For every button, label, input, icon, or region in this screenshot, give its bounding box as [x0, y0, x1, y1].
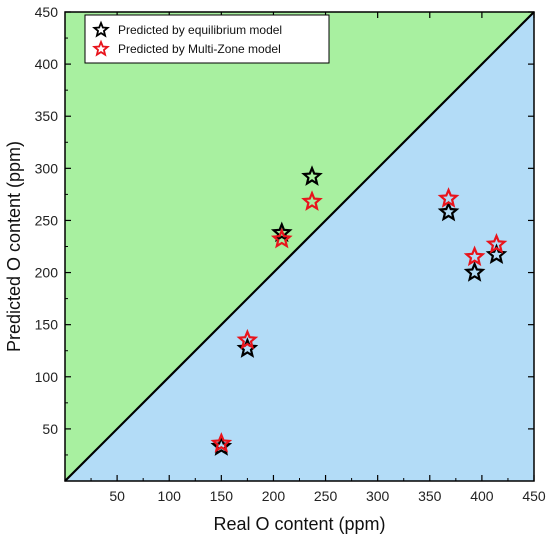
y-tick-label: 350 [35, 108, 59, 124]
data-point-series-2 [236, 328, 259, 350]
data-markers [210, 165, 508, 456]
x-tick-label: 100 [158, 488, 182, 504]
y-tick-label: 450 [35, 4, 59, 20]
data-point-series-2 [485, 233, 508, 254]
y-tick-label: 300 [35, 160, 59, 176]
plot-frame [64, 11, 535, 482]
x-tick-label: 150 [210, 488, 234, 504]
x-tick-label: 200 [262, 488, 286, 504]
data-point-series-1 [463, 261, 486, 282]
y-tick-label: 100 [35, 369, 59, 385]
data-point-series-2 [463, 245, 486, 267]
legend-box [84, 14, 330, 64]
y-tick-label: 400 [35, 56, 59, 72]
legend-marker-1 [92, 20, 110, 38]
y-tick-label: 50 [42, 421, 58, 437]
data-point-series-1 [437, 200, 460, 222]
legend-label-1: Predicted by equilibrium model [118, 23, 282, 37]
plot-background [64, 11, 535, 482]
diagonal-line [64, 11, 535, 482]
data-point-series-1 [270, 221, 293, 243]
legend-label-2: Predicted by Multi-Zone model [118, 42, 281, 56]
data-point-series-2 [301, 190, 323, 211]
data-point-series-2 [270, 227, 293, 249]
y-tick-label: 250 [35, 212, 59, 228]
x-tick-label: 350 [418, 488, 442, 504]
x-tick-label: 50 [109, 488, 125, 504]
data-point-series-2 [437, 187, 460, 208]
legend: Predicted by equilibrium model Predicted … [84, 14, 330, 64]
x-tick-label: 250 [314, 488, 338, 504]
y-tick-label: 150 [35, 317, 59, 333]
data-point-series-1 [236, 337, 259, 358]
x-axis-title: Real O content (ppm) [213, 514, 385, 534]
y-tick-label: 200 [35, 265, 59, 281]
legend-marker-2 [92, 39, 110, 57]
x-tick-label: 300 [366, 488, 390, 504]
data-point-series-1 [301, 165, 323, 186]
data-point-series-2 [210, 432, 233, 453]
x-tick-label: 450 [522, 488, 546, 504]
tick-labels: 50 100 150 200 250 300 350 400 450 50 100 150 200 250… [35, 4, 546, 504]
x-tick-label: 400 [470, 488, 494, 504]
y-axis-title: Predicted O content (ppm) [4, 141, 24, 352]
